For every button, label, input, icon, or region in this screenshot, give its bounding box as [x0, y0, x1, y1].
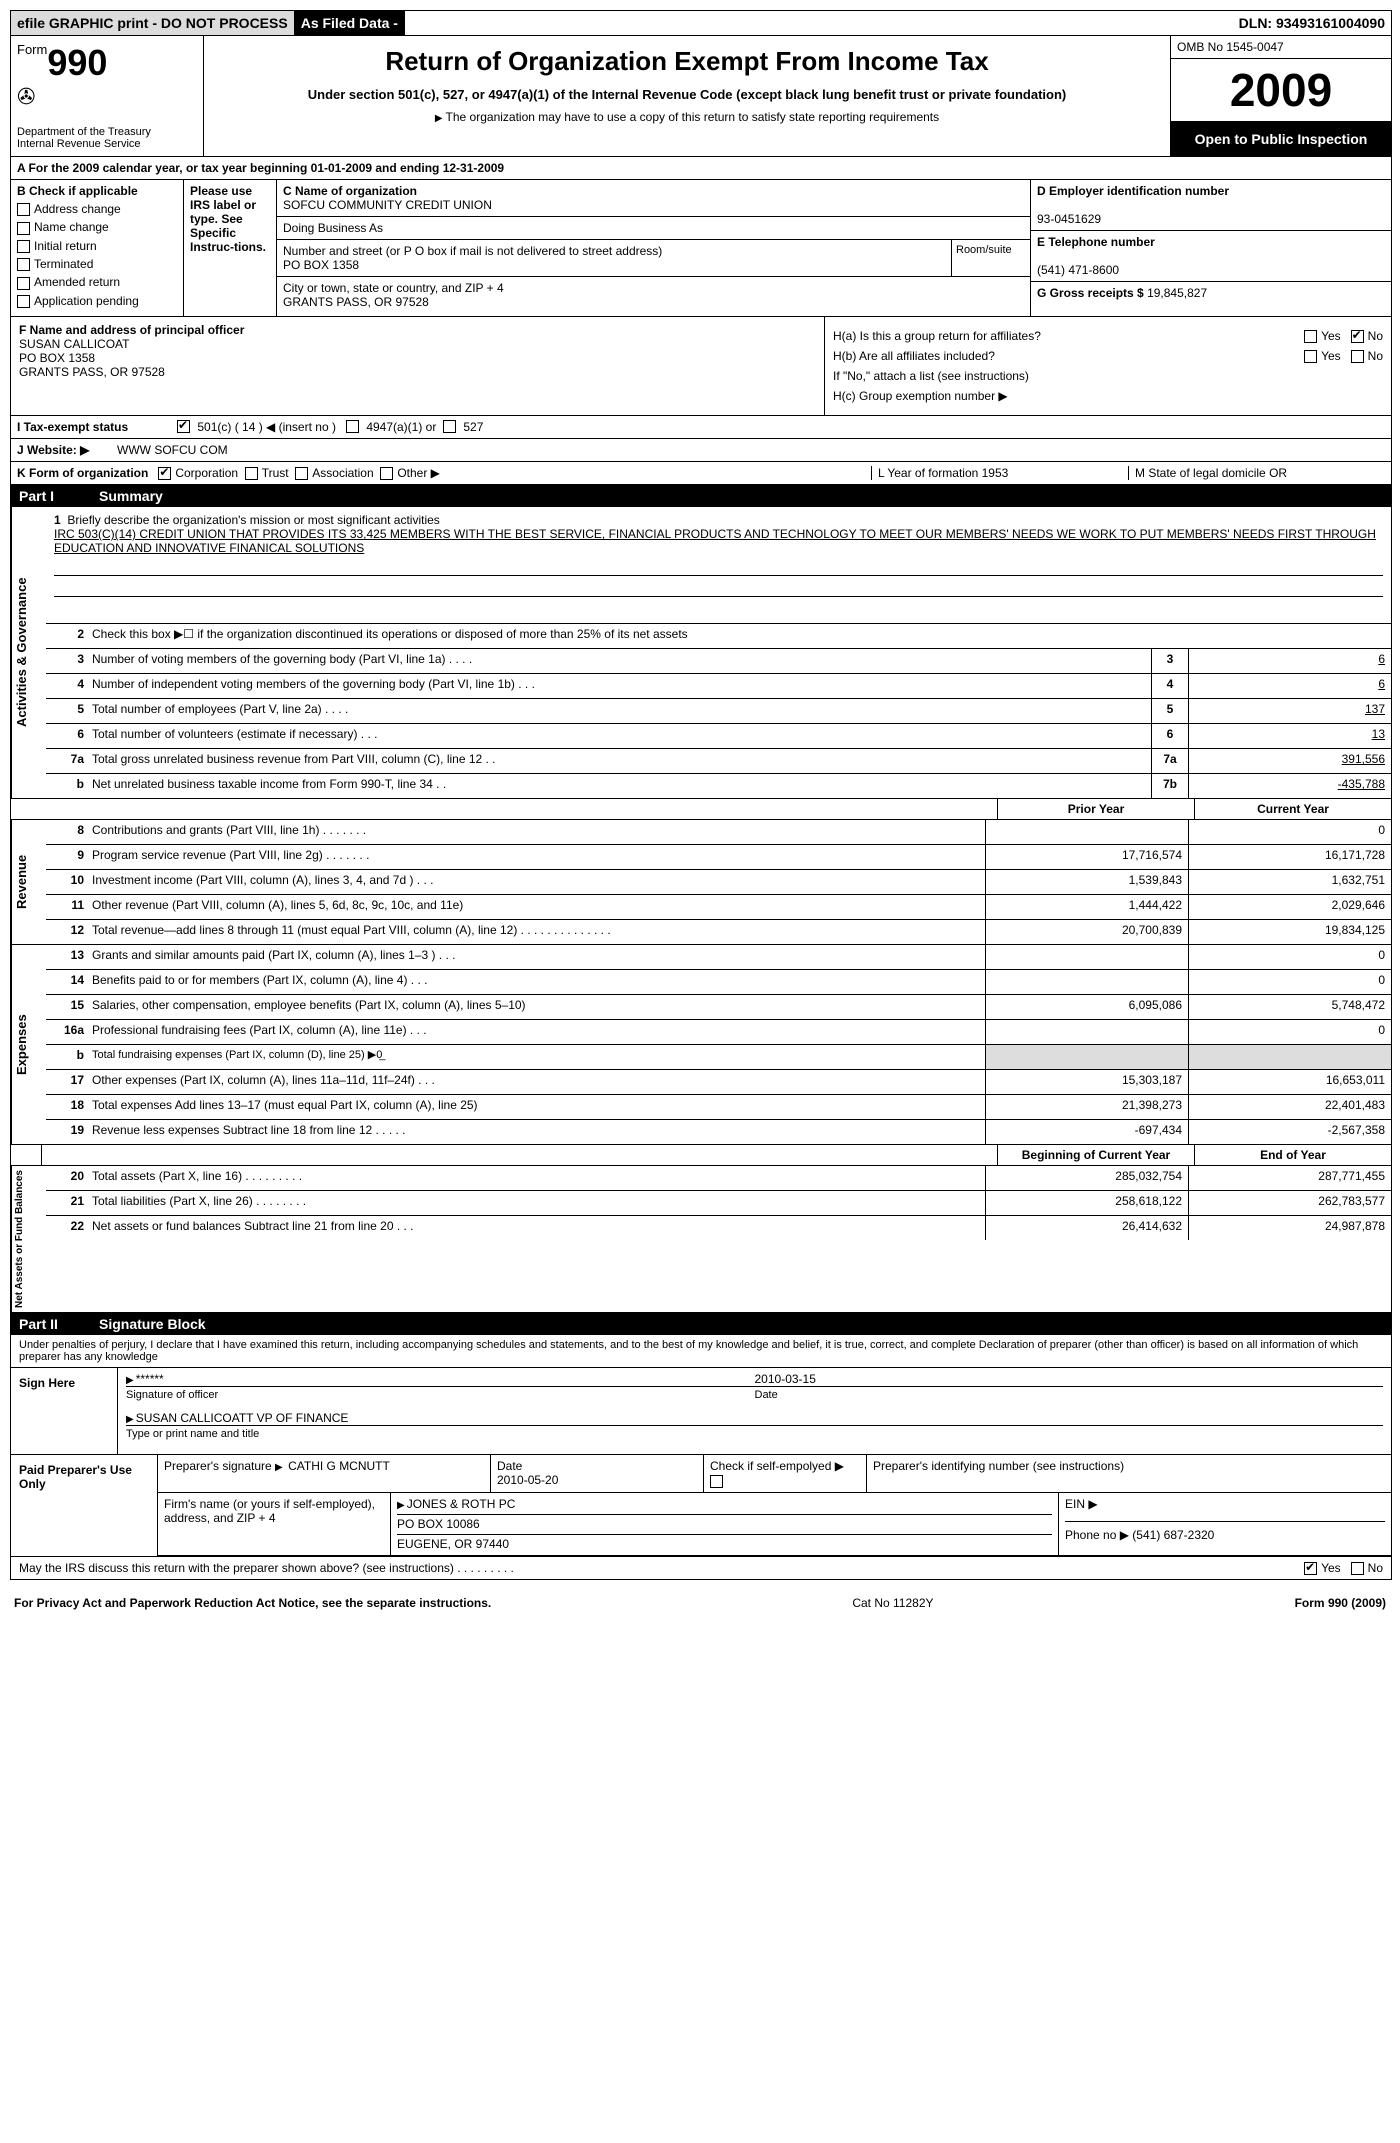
sign-here-block: Sign Here ****** Signature of officer 20…: [11, 1368, 1391, 1454]
summary-line: 14Benefits paid to or for members (Part …: [46, 970, 1391, 995]
governance-section: Activities & Governance 1 Briefly descri…: [11, 507, 1391, 799]
summary-line: 16aProfessional fundraising fees (Part I…: [46, 1020, 1391, 1045]
check-name-change[interactable]: Name change: [17, 220, 177, 234]
summary-line: 4Number of independent voting members of…: [46, 674, 1391, 699]
summary-line: 7aTotal gross unrelated business revenue…: [46, 749, 1391, 774]
summary-line: 11Other revenue (Part VIII, column (A), …: [46, 895, 1391, 920]
col-c: C Name of organization SOFCU COMMUNITY C…: [277, 180, 1030, 316]
section-fh: F Name and address of principal officer …: [11, 317, 1391, 416]
k-assoc[interactable]: [295, 467, 308, 480]
prior-current-header: Prior Year Current Year: [11, 799, 1391, 820]
summary-line: 21Total liabilities (Part X, line 26) . …: [46, 1191, 1391, 1216]
form-year-box: OMB No 1545-0047 2009 Open to Public Ins…: [1171, 36, 1391, 156]
col-d-right: D Employer identification number 93-0451…: [1030, 180, 1391, 316]
line-k: K Form of organization Corporation Trust…: [11, 462, 1391, 485]
form-title: Return of Organization Exempt From Incom…: [210, 46, 1164, 77]
row-a: A For the 2009 calendar year, or tax yea…: [11, 157, 1391, 180]
summary-line: 5Total number of employees (Part V, line…: [46, 699, 1391, 724]
group-return-box: H(a) Is this a group return for affiliat…: [825, 317, 1391, 415]
paid-preparer-block: Paid Preparer's Use Only Preparer's sign…: [11, 1454, 1391, 1555]
summary-line: 12Total revenue—add lines 8 through 11 (…: [46, 920, 1391, 944]
dln: DLN: 93493161004090: [1233, 11, 1391, 35]
city-cell: City or town, state or country, and ZIP …: [277, 277, 1030, 313]
summary-line: 6Total number of volunteers (estimate if…: [46, 724, 1391, 749]
summary-line: bTotal fundraising expenses (Part IX, co…: [46, 1045, 1391, 1070]
principal-officer: F Name and address of principal officer …: [11, 317, 825, 415]
summary-line: 9Program service revenue (Part VIII, lin…: [46, 845, 1391, 870]
penalty-statement: Under penalties of perjury, I declare th…: [11, 1335, 1391, 1368]
gross-receipts-cell: G Gross receipts $ 19,845,827: [1031, 282, 1391, 316]
k-trust[interactable]: [245, 467, 258, 480]
top-bar: efile GRAPHIC print - DO NOT PROCESS As …: [11, 11, 1391, 36]
dba-cell: Doing Business As: [277, 217, 1030, 239]
part-1-header: Part I Summary: [11, 485, 1391, 507]
discuss-row: May the IRS discuss this return with the…: [11, 1556, 1391, 1579]
summary-line: 15Salaries, other compensation, employee…: [46, 995, 1391, 1020]
self-employed-check[interactable]: [710, 1475, 723, 1488]
hb-no[interactable]: [1351, 350, 1364, 363]
summary-line: 20Total assets (Part X, line 16) . . . .…: [46, 1166, 1391, 1191]
k-other[interactable]: [380, 467, 393, 480]
check-initial-return[interactable]: Initial return: [17, 239, 177, 253]
ha-yes[interactable]: [1304, 330, 1317, 343]
summary-line: 8Contributions and grants (Part VIII, li…: [46, 820, 1391, 845]
ha-no[interactable]: [1351, 330, 1364, 343]
k-corp[interactable]: [158, 467, 171, 480]
line-j: J Website: ▶ WWW SOFCU COM: [11, 439, 1391, 462]
check-amended[interactable]: Amended return: [17, 275, 177, 289]
tax-501c[interactable]: [177, 420, 190, 433]
begin-end-header: Beginning of Current Year End of Year: [11, 1145, 1391, 1166]
summary-line: 22Net assets or fund balances Subtract l…: [46, 1216, 1391, 1240]
net-assets-section: Net Assets or Fund Balances 20Total asse…: [11, 1166, 1391, 1313]
tax-527[interactable]: [443, 420, 456, 433]
form-header: Form990 ✇ Department of the Treasury Int…: [11, 36, 1391, 157]
revenue-section: Revenue 8Contributions and grants (Part …: [11, 820, 1391, 945]
as-filed-label: As Filed Data -: [295, 11, 405, 35]
discuss-yes[interactable]: [1304, 1562, 1317, 1575]
mission-block: 1 Briefly describe the organization's mi…: [46, 507, 1391, 624]
form-title-box: Return of Organization Exempt From Incom…: [204, 36, 1171, 156]
part-2-header: Part II Signature Block: [11, 1313, 1391, 1335]
hb-yes[interactable]: [1304, 350, 1317, 363]
summary-line: bNet unrelated business taxable income f…: [46, 774, 1391, 798]
summary-line: 10Investment income (Part VIII, column (…: [46, 870, 1391, 895]
room-cell: Room/suite: [951, 240, 1030, 276]
page-footer: For Privacy Act and Paperwork Reduction …: [10, 1596, 1390, 1610]
form-id-box: Form990 ✇ Department of the Treasury Int…: [11, 36, 204, 156]
form-page: efile GRAPHIC print - DO NOT PROCESS As …: [10, 10, 1392, 1580]
efile-notice: efile GRAPHIC print - DO NOT PROCESS: [11, 11, 295, 35]
check-terminated[interactable]: Terminated: [17, 257, 177, 271]
summary-line: 3Number of voting members of the governi…: [46, 649, 1391, 674]
tax-4947[interactable]: [346, 420, 359, 433]
street-cell: Number and street (or P O box if mail is…: [277, 240, 951, 276]
expenses-section: Expenses 13Grants and similar amounts pa…: [11, 945, 1391, 1145]
ein-cell: D Employer identification number 93-0451…: [1031, 180, 1391, 231]
summary-line: 19Revenue less expenses Subtract line 18…: [46, 1120, 1391, 1144]
discuss-no[interactable]: [1351, 1562, 1364, 1575]
check-address-change[interactable]: Address change: [17, 202, 177, 216]
summary-line: 18Total expenses Add lines 13–17 (must e…: [46, 1095, 1391, 1120]
check-application-pending[interactable]: Application pending: [17, 294, 177, 308]
summary-line: 13Grants and similar amounts paid (Part …: [46, 945, 1391, 970]
section-bcdefg: B Check if applicable Address change Nam…: [11, 180, 1391, 317]
col-b-checks: B Check if applicable Address change Nam…: [11, 180, 184, 316]
org-name-cell: C Name of organization SOFCU COMMUNITY C…: [277, 180, 1030, 216]
phone-cell: E Telephone number (541) 471-8600: [1031, 231, 1391, 282]
summary-line: 2Check this box ▶☐ if the organization d…: [46, 624, 1391, 649]
line-i: I Tax-exempt status 501(c) ( 14 ) ◀ (ins…: [11, 416, 1391, 439]
summary-line: 17Other expenses (Part IX, column (A), l…: [46, 1070, 1391, 1095]
please-use-irs: Please use IRS label or type. See Specif…: [184, 180, 277, 316]
